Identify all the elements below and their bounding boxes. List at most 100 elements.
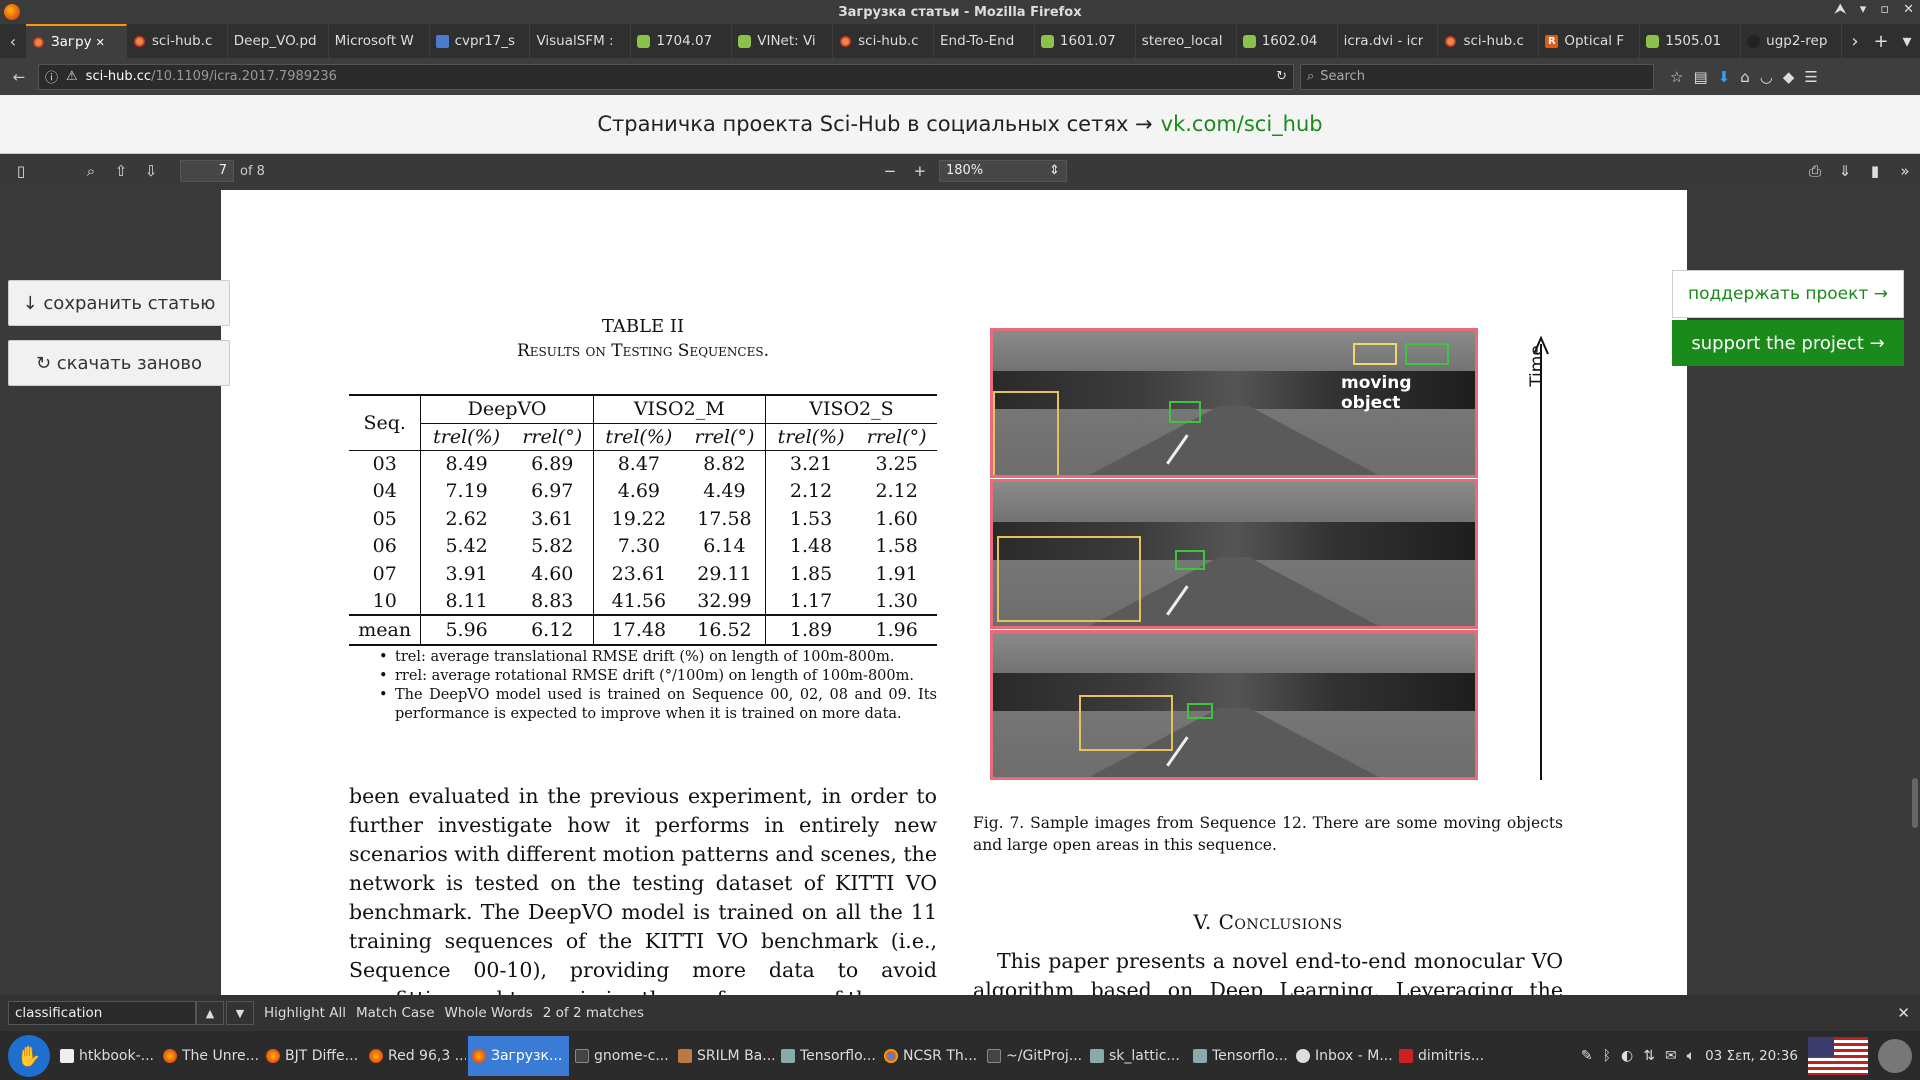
previous-page-icon[interactable]: ⇧ [114, 162, 128, 180]
download-icon[interactable]: ⇓ [1838, 162, 1852, 180]
next-page-icon[interactable]: ⇩ [144, 162, 158, 180]
search-input[interactable]: Search [1320, 69, 1365, 84]
bounding-box [1175, 550, 1205, 570]
home-icon[interactable]: ⌂ [1740, 67, 1750, 86]
zoom-out-icon[interactable]: − [883, 162, 897, 180]
bookmark-star-icon[interactable]: ☆ [1670, 67, 1684, 86]
browser-tab[interactable]: 1602.04 [1237, 24, 1338, 58]
find-close-icon[interactable]: ✕ [1897, 1004, 1910, 1022]
extension-icon[interactable]: ◆ [1782, 67, 1795, 86]
pdf-viewer[interactable]: TABLE II Results on Testing Sequences. S… [0, 188, 1920, 995]
save-article-button[interactable]: ↓ сохранить статью [8, 280, 230, 326]
search-bar[interactable]: ⌕ Search [1300, 63, 1654, 90]
col-seq-header: Seq. [349, 394, 421, 450]
notes-icon[interactable]: ✎ [1580, 1047, 1593, 1064]
browser-tab[interactable]: VisualSFM : [530, 24, 632, 58]
window-maximize-button[interactable]: ▫ [1880, 2, 1890, 17]
browser-tab[interactable]: Microsoft W [329, 24, 430, 58]
table-subtitle: Results on Testing Sequences. [517, 341, 769, 361]
taskbar-item[interactable]: sk_lattic... [1086, 1036, 1187, 1076]
reload-icon[interactable]: ↻ [1276, 69, 1287, 84]
highlight-all-toggle[interactable]: Highlight All [264, 1005, 346, 1021]
bookmark-icon[interactable]: ▮ [1870, 162, 1880, 180]
redownload-button[interactable]: ↻ скачать заново [8, 340, 230, 386]
browser-tab[interactable]: Загру ✕ [26, 24, 127, 58]
browser-tab[interactable]: VINet: Vi [732, 24, 834, 58]
taskbar-item[interactable]: Загрузк... [468, 1035, 569, 1076]
window-up-icon[interactable]: ⮝ [1834, 2, 1846, 17]
mail-icon[interactable]: ✉ [1664, 1047, 1677, 1064]
taskbar-item[interactable]: Tensorflo... [1189, 1036, 1290, 1076]
tab-close-icon[interactable]: ✕ [95, 35, 105, 49]
taskbar-item[interactable]: BJT Diffe... [262, 1036, 363, 1076]
hamburger-menu-icon[interactable]: ☰ [1804, 67, 1818, 86]
taskbar-item[interactable]: The Unre... [159, 1036, 260, 1076]
taskbar-item[interactable]: NCSR Th... [880, 1036, 981, 1076]
taskbar-item[interactable]: gnome-c... [571, 1036, 672, 1076]
pdf-scrollbar[interactable] [1910, 188, 1918, 995]
browser-tab[interactable]: End-To-End [934, 24, 1035, 58]
browser-tab[interactable]: 1601.07 [1035, 24, 1136, 58]
support-project-ru-button[interactable]: поддержать проект → [1672, 270, 1904, 318]
user-avatar[interactable] [1878, 1038, 1912, 1073]
find-icon[interactable]: ⌕ [86, 162, 96, 180]
start-menu-icon[interactable]: ✋ [8, 1034, 50, 1077]
browser-tab[interactable]: cvpr17_s [430, 24, 531, 58]
browser-tab[interactable]: 1505.01 [1640, 24, 1742, 58]
value-cell: 19.22 [592, 505, 685, 533]
find-previous-icon[interactable]: ▲ [196, 1001, 224, 1025]
taskbar-item[interactable]: SRILM Ba... [674, 1036, 775, 1076]
new-tab-button[interactable]: + [1873, 30, 1889, 52]
weather-icon[interactable]: ◐ [1620, 1047, 1634, 1064]
find-next-icon[interactable]: ▼ [226, 1001, 254, 1025]
browser-tab[interactable]: icra.dvi - icr [1338, 24, 1439, 58]
value-cell: 3.91 [420, 560, 512, 588]
browser-tab[interactable]: Deep_VO.pd [228, 24, 329, 58]
window-close-button[interactable]: ✕ [1903, 2, 1914, 17]
bluetooth-icon[interactable]: ᛒ [1602, 1047, 1611, 1064]
browser-tab[interactable]: sci-hub.c [127, 24, 228, 58]
volume-icon[interactable]: 🔈︎ [1686, 1047, 1696, 1064]
tools-icon[interactable]: » [1900, 162, 1910, 180]
tab-scroll-left-icon[interactable]: ‹ [9, 31, 17, 51]
browser-tab[interactable]: stereo_local [1136, 24, 1237, 58]
browser-tab[interactable]: R Optical F [1539, 24, 1641, 58]
value-cell: 2.12 [875, 480, 918, 503]
window-minimize-button[interactable]: ▾ [1859, 2, 1867, 17]
reading-list-icon[interactable]: ▤ [1693, 67, 1708, 86]
network-icon[interactable]: ⇅ [1643, 1047, 1655, 1064]
url-bar[interactable]: ⓘ ⚠ sci-hub.cc/10.1109/icra.2017.7989236… [38, 63, 1294, 90]
pocket-icon[interactable]: ◡ [1759, 67, 1773, 86]
browser-tab[interactable]: ugp2-rep [1741, 24, 1842, 58]
browser-tab[interactable]: sci-hub.c [1438, 24, 1540, 58]
match-case-toggle[interactable]: Match Case [355, 1005, 435, 1021]
clock[interactable]: 03 Σεπ, 20:36 [1705, 1047, 1798, 1064]
zoom-select[interactable]: 180% ⇕ [938, 160, 1067, 182]
support-project-en-button[interactable]: support the project → [1672, 320, 1904, 366]
tab-scroll-right-icon[interactable]: › [1851, 30, 1859, 52]
tab-list-dropdown-icon[interactable]: ▾ [1902, 30, 1912, 52]
downloads-icon[interactable]: ⬇ [1717, 67, 1731, 86]
banner-vk-link[interactable]: vk.com/sci_hub [1160, 112, 1323, 136]
find-input[interactable]: classification [8, 1001, 196, 1025]
taskbar-item[interactable]: htkbook-... [56, 1036, 157, 1076]
zoom-in-icon[interactable]: + [913, 162, 927, 180]
sidebar-toggle-icon[interactable]: ▯ [16, 162, 26, 180]
taskbar-item[interactable]: dimitris... [1395, 1036, 1496, 1076]
taskbar-item[interactable]: Tensorflo... [777, 1036, 878, 1076]
page-number-input[interactable]: 7 [180, 160, 234, 182]
whole-words-toggle[interactable]: Whole Words [444, 1005, 533, 1021]
info-icon[interactable]: ⓘ [45, 71, 59, 86]
browser-tab[interactable]: 1704.07 [631, 24, 733, 58]
taskbar-item[interactable]: ~/GitProj... [983, 1036, 1084, 1076]
taskbar-item[interactable]: Inbox - M... [1292, 1036, 1393, 1076]
keyboard-layout-flag-icon[interactable] [1808, 1036, 1868, 1075]
table-row: 10 8.11 8.83 41.56 32.99 1.17 1.30 [349, 587, 937, 615]
browser-tab[interactable]: sci-hub.c [833, 24, 935, 58]
group-header: DeepVO [420, 394, 594, 424]
taskbar-item[interactable]: Red 96,3 ... [365, 1036, 466, 1076]
scrollbar-thumb[interactable] [1912, 778, 1918, 828]
back-button[interactable]: ← [12, 67, 26, 86]
scihub-icon [32, 35, 45, 49]
print-icon[interactable]: ⎙ [1808, 162, 1821, 180]
